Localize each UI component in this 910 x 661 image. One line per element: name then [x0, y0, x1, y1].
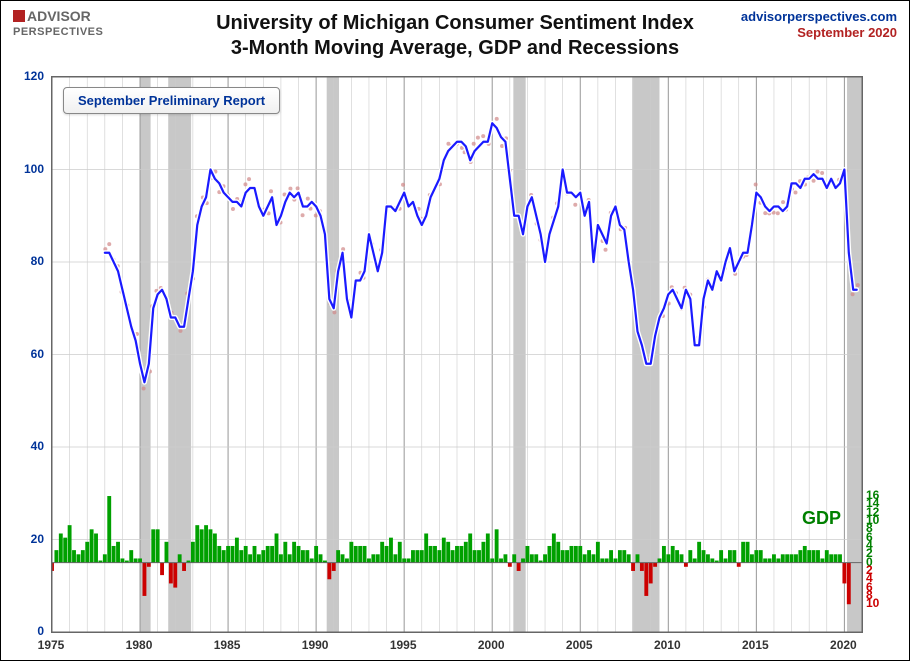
x-tick: 2015 — [742, 638, 769, 652]
y-left-tick: 60 — [4, 347, 44, 361]
plot-area — [51, 76, 863, 633]
x-tick: 2020 — [830, 638, 857, 652]
title-line2: 3-Month Moving Average, GDP and Recessio… — [231, 37, 679, 59]
x-tick: 1995 — [390, 638, 417, 652]
y-right-tick: 16 — [866, 488, 906, 502]
legend-text: September Preliminary Report — [78, 93, 265, 108]
y-left-tick: 120 — [4, 69, 44, 83]
y-left-tick: 80 — [4, 254, 44, 268]
y-left-tick: 40 — [4, 439, 44, 453]
x-tick: 1975 — [38, 638, 65, 652]
x-tick: 2010 — [654, 638, 681, 652]
x-tick: 1985 — [214, 638, 241, 652]
chart-svg — [52, 77, 862, 632]
x-tick: 2005 — [566, 638, 593, 652]
y-right-tick-neg: 10 — [866, 596, 906, 610]
y-left-tick: 20 — [4, 532, 44, 546]
x-tick: 1990 — [302, 638, 329, 652]
y-left-tick: 0 — [4, 624, 44, 638]
chart-title: University of Michigan Consumer Sentimen… — [1, 11, 909, 61]
x-tick: 1980 — [126, 638, 153, 652]
x-tick: 2000 — [478, 638, 505, 652]
title-line1: University of Michigan Consumer Sentimen… — [216, 12, 694, 34]
legend-box: September Preliminary Report — [63, 87, 280, 114]
chart-container: ADVISOR PERSPECTIVES advisorperspectives… — [0, 0, 910, 661]
gdp-label: GDP — [802, 508, 841, 529]
y-left-tick: 100 — [4, 162, 44, 176]
